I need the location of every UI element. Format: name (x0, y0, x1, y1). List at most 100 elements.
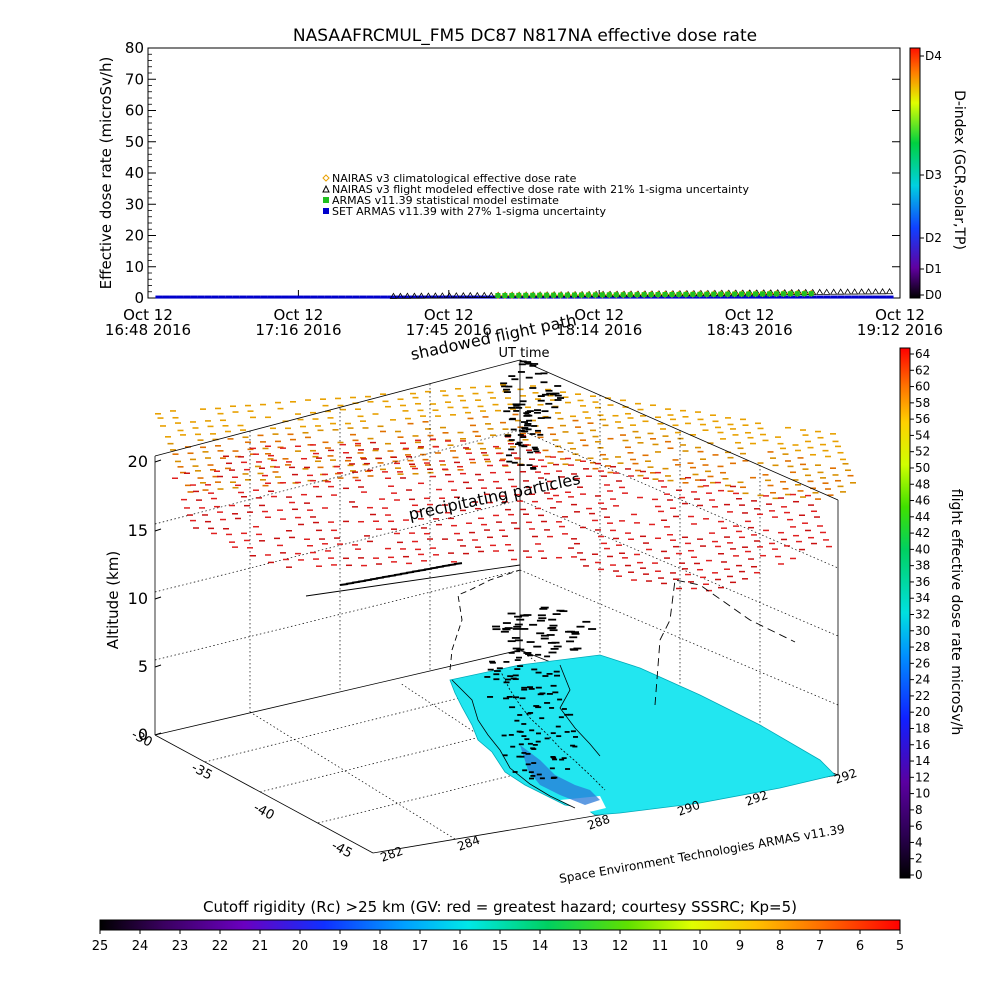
y-tick-label: 60 (125, 102, 144, 120)
data-point (725, 291, 731, 297)
dose-colorbar-tick-label: 44 (915, 510, 930, 524)
data-point (760, 295, 768, 299)
data-point (466, 291, 475, 299)
rigidity-tick-label: 13 (572, 939, 589, 954)
rigidity-tick-label: 17 (412, 939, 429, 954)
data-point (802, 295, 810, 299)
altitude-tick (154, 459, 162, 463)
x-tick-time: 19:12 2016 (857, 321, 943, 339)
dose-colorbar-tick-label: 12 (915, 770, 930, 784)
altitude-label: Altitude (km) (104, 551, 122, 649)
rigidity-tick-label: 18 (372, 939, 389, 954)
legend-marker (322, 184, 330, 193)
altitude-tick (154, 664, 162, 668)
data-point (815, 288, 824, 295)
rigidity-tick-label: 8 (776, 939, 784, 954)
data-point (204, 295, 212, 299)
data-point (787, 291, 793, 297)
rigidity-tick-label: 6 (856, 939, 864, 954)
data-point (366, 295, 374, 299)
data-point (599, 292, 605, 298)
altitude-ticks: 0 5 10 15 20 (128, 452, 162, 744)
y-tick-label: 0 (134, 289, 144, 307)
data-point (345, 295, 353, 299)
data-point (162, 295, 170, 299)
data-point (480, 291, 488, 298)
data-point (324, 295, 332, 299)
data-point (571, 292, 577, 298)
dose-colorbar-tick-label: 56 (915, 412, 930, 426)
data-point (829, 288, 838, 295)
altitude-tick (154, 528, 162, 532)
grid-line (154, 499, 521, 593)
d-index-tick-label: D0 (925, 288, 942, 302)
x-tick-time: 16:48 2016 (105, 321, 191, 339)
data-point (816, 295, 824, 299)
data-point (565, 292, 571, 298)
dose-colorbar-tick-label: 18 (915, 721, 930, 735)
data-point (267, 295, 275, 299)
data-point (662, 292, 668, 297)
legend-marker (322, 174, 330, 182)
border-line (499, 669, 606, 791)
dose-colorbar-tick-label: 8 (915, 803, 923, 817)
altitude-tick-label: 5 (138, 657, 148, 676)
precipitating-particle-markers (172, 435, 832, 592)
data-point (878, 288, 887, 295)
data-point (850, 288, 859, 295)
data-point (253, 295, 261, 299)
data-point (731, 295, 739, 299)
data-point (530, 292, 536, 298)
dose-colorbar-tick-label: 0 (915, 868, 923, 882)
data-point (211, 295, 219, 299)
data-point (509, 292, 515, 298)
y-tick-label: 40 (125, 164, 144, 182)
dose-colorbar-tick-label: 38 (915, 559, 930, 573)
data-point (858, 295, 866, 299)
data-point (655, 292, 661, 298)
data-point (473, 291, 482, 299)
data-point (303, 295, 311, 299)
grid-line (519, 569, 839, 706)
data-point (857, 288, 866, 295)
data-point (759, 291, 765, 297)
data-point (260, 295, 268, 299)
data-point (879, 295, 887, 299)
y-tick-label: 30 (125, 195, 144, 213)
dose-colorbar-tick-label: 58 (915, 396, 930, 410)
data-point (417, 292, 426, 299)
data-point (592, 292, 598, 298)
y-tick-label: 50 (125, 133, 144, 151)
rigidity-tick-label: 7 (816, 939, 824, 954)
data-point (613, 292, 619, 298)
dose-colorbar-tick-label: 2 (915, 852, 923, 866)
dotted-grid (154, 384, 839, 840)
legend-marker (323, 208, 329, 214)
dose-colorbar-tick-label: 32 (915, 608, 930, 622)
latitude-tick-label: -35 (189, 760, 215, 783)
longitude-tick-label: 288 (585, 812, 611, 833)
dark-region (520, 745, 600, 805)
top-y-label: Effective dose rate (microSv/h) (97, 57, 115, 290)
dose-colorbar-tick-label: 22 (915, 689, 930, 703)
rigidity-tick-label: 20 (292, 939, 309, 954)
rigidity-tick-label: 9 (736, 939, 744, 954)
x-tick-time: 18:14 2016 (556, 321, 642, 339)
data-point (197, 295, 205, 299)
rigidity-tick-label: 15 (492, 939, 509, 954)
dose-colorbar-tick-label: 42 (915, 526, 930, 540)
data-point (438, 292, 447, 299)
data-point (627, 292, 633, 298)
top-y-axis: 0 10 20 30 40 50 60 70 80 (125, 39, 900, 307)
rigidity-tick-label: 14 (532, 939, 549, 954)
legend-label: ARMAS v11.39 statistical model estimate (332, 194, 559, 207)
dose-colorbar-tick-label: 34 (915, 591, 930, 605)
rigidity-tick-label: 10 (692, 939, 709, 954)
data-point (331, 295, 339, 299)
credit-label: Space Environment Technologies ARMAS v11… (558, 822, 846, 886)
data-point (606, 292, 612, 298)
data-point (724, 295, 732, 299)
shadow-path-back (654, 579, 796, 706)
dose-colorbar-tick-label: 16 (915, 738, 930, 752)
data-point (424, 292, 433, 299)
